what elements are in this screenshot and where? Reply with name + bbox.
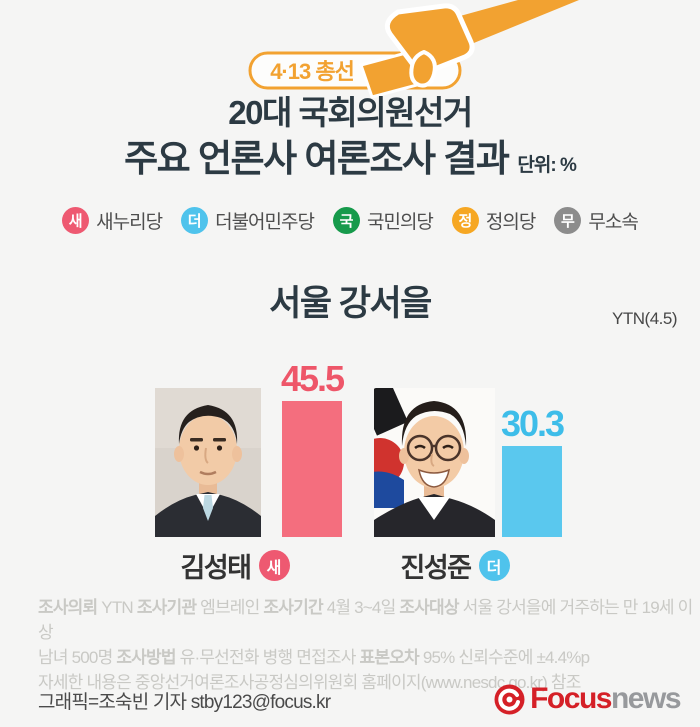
focus-news-logo: Focus news [493, 682, 682, 716]
title-line2: 주요 언론사 여론조사 결과 단위: % [124, 138, 577, 179]
page-title: 20대 국회의원선거 주요 언론사 여론조사 결과 단위: % [0, 96, 700, 177]
legend-item-justice: 정 정의당 [451, 207, 536, 234]
legend-label: 국민의당 [366, 212, 434, 233]
party-circle-icon: 새 [62, 207, 90, 234]
party-circle-icon: 무 [554, 207, 582, 234]
legend-item-independent: 무 무소속 [554, 207, 639, 234]
candidate-name: 김성태 [180, 553, 252, 583]
legend-label: 무소속 [588, 212, 638, 233]
party-badge: 새 [258, 550, 290, 581]
footnote-line: 자세한 내용은 중앙선거여론조사공정심의위원회 홈페이지(www.nesdc.g… [38, 673, 581, 692]
party-circle-icon: 정 [451, 207, 479, 234]
logo-text-focus: Focus [530, 682, 612, 715]
bar-value-label: 45.5 [280, 357, 345, 399]
candidate-photo [374, 388, 495, 537]
survey-footnote: 조사의뢰 YTN 조사기관 엠브레인 조사기간 4월 3~4일 조사대상 서울 … [38, 595, 700, 695]
party-circle-icon: 국 [332, 207, 360, 234]
poll-bar [282, 400, 342, 537]
bar-group-kimsungtae: 45.5 [280, 357, 345, 537]
logo-text-news: news [610, 682, 682, 715]
poll-bar [502, 446, 562, 537]
poll-source-label: YTN(4.5) [612, 309, 677, 328]
party-legend: 새 새누리당 더 더불어민주당 국 국민의당 정 정의당 무 무소속 [0, 207, 700, 234]
legend-item-kukmin: 국 국민의당 [332, 207, 434, 234]
bar-value-label: 30.3 [500, 403, 565, 445]
legend-item-minjoo: 더 더불어민주당 [181, 207, 315, 234]
party-circle-icon: 더 [181, 207, 209, 234]
candidate-name-row: 김성태 새 [150, 546, 320, 585]
legend-label: 새누리당 [96, 212, 163, 233]
logo-mark-icon [494, 684, 525, 714]
party-badge: 더 [478, 550, 510, 581]
legend-item-saenuri: 새 새누리당 [62, 207, 163, 234]
region-title: 서울 강서을 [269, 284, 432, 323]
finger-icon [409, 50, 437, 88]
legend-label: 정의당 [485, 212, 536, 233]
unit-label: 단위: % [517, 155, 576, 176]
footnote-line: 조사의뢰 YTN 조사기관 엠브레인 조사기간 4월 3~4일 조사대상 서울 … [38, 598, 693, 642]
candidate-name-row: 진성준 더 [370, 546, 540, 585]
graphic-credit: 그래픽=조숙빈 기자 stby123@focus.kr [38, 692, 331, 713]
candidate-photo [155, 388, 261, 537]
ballot-hand-icon: 4·13 총선 [248, 0, 579, 99]
election-badge-label: 4·13 총선 [270, 59, 354, 84]
footnote-line: 남녀 500명 조사방법 유·무선전화 병행 면접조사 표본오차 95% 신뢰수… [38, 648, 590, 667]
legend-label: 더불어민주당 [215, 212, 315, 233]
hand-icon [384, 3, 475, 75]
candidate-name: 진성준 [400, 553, 472, 583]
arm-sleeve-icon [442, 0, 579, 47]
title-line1: 20대 국회의원선거 [228, 94, 473, 131]
bar-group-jinsungjoon: 30.3 [500, 403, 565, 537]
